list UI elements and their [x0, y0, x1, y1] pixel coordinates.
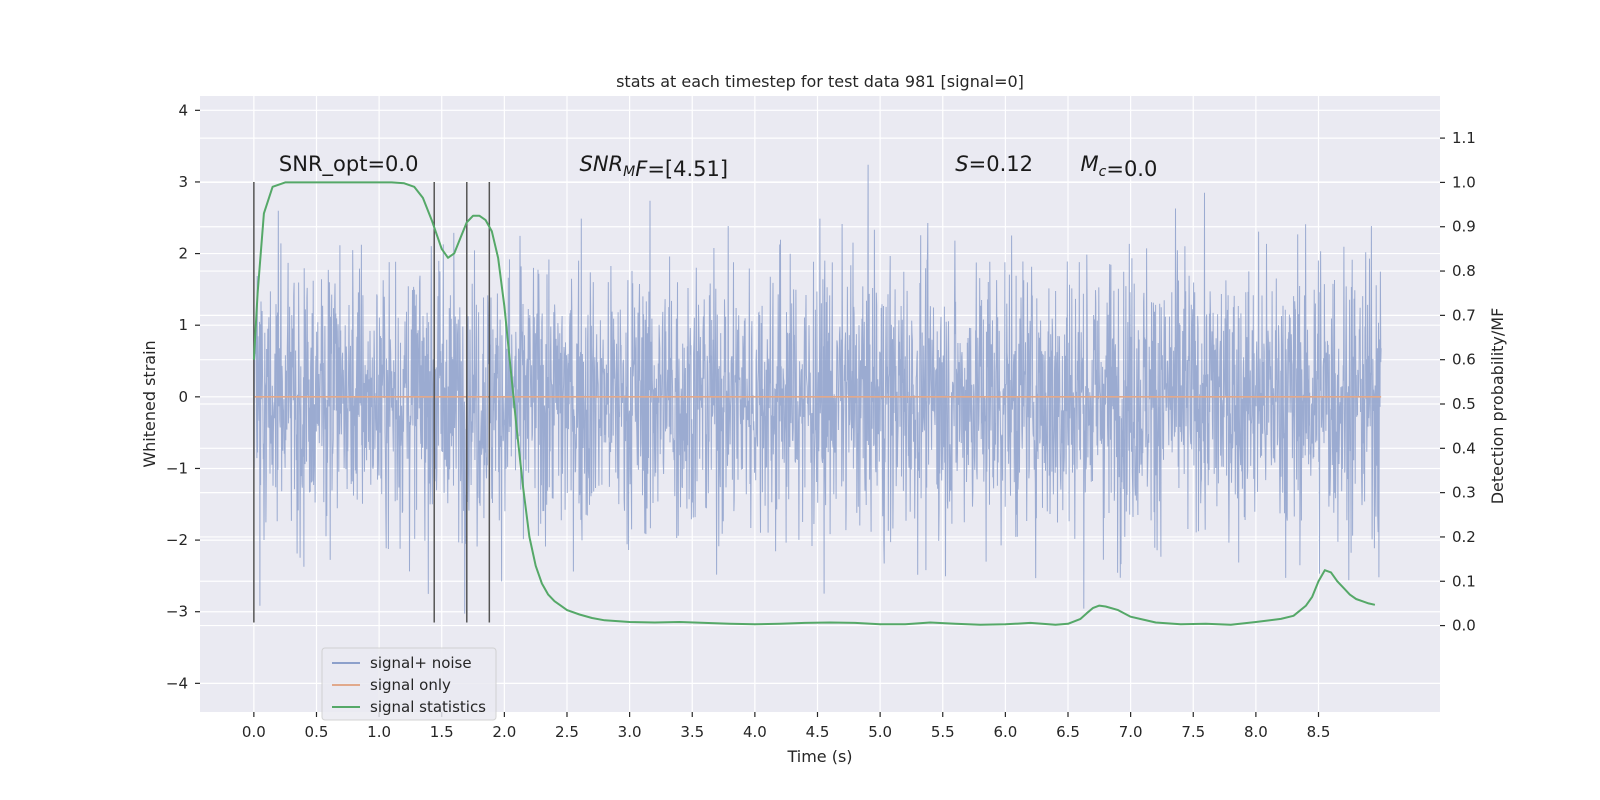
- legend-box: [321, 647, 497, 721]
- x-tick-label: 3.0: [618, 723, 642, 741]
- y-tick-label: 2: [178, 245, 188, 263]
- legend: signal+ noise signal only signal statistic…: [321, 647, 497, 721]
- x-tick-label: 4.0: [743, 723, 767, 741]
- y2-tick-label: 0.7: [1452, 306, 1476, 324]
- x-tick-label: 8.0: [1244, 723, 1268, 741]
- y-tick-label: 3: [178, 173, 188, 191]
- annotation: S=0.12: [955, 152, 1033, 176]
- signal-statistics-line: [252, 181, 1376, 626]
- signal-plus-noise-series: [253, 164, 1382, 614]
- y2-tick-label: 0.5: [1452, 395, 1476, 413]
- y-tick-label: −1: [166, 459, 188, 477]
- y2-tick-label: 0.0: [1452, 617, 1476, 635]
- y-tick-label: 0: [178, 388, 188, 406]
- x-axis: 0.0 0.5 1.0 1.5 2.0 2.5 3.0 3.5 4.0 4.5 5.0 5.5 6.0 6…: [242, 712, 1331, 741]
- vertical-markers: [253, 181, 491, 623]
- y2-tick-label: 0.4: [1452, 439, 1476, 457]
- y2-axis-label: Detection probability/MF: [1488, 308, 1507, 505]
- x-tick-label: 4.5: [806, 723, 830, 741]
- y2-tick-label: 0.1: [1452, 572, 1476, 590]
- chart-title: stats at each timestep for test data 981…: [616, 72, 1024, 91]
- legend-entry: signal only: [370, 676, 451, 694]
- y-tick-label: 1: [178, 316, 188, 334]
- signal-statistics-series: [252, 181, 1376, 626]
- x-tick-label: 0.5: [305, 723, 329, 741]
- y2-tick-label: 0.6: [1452, 351, 1476, 369]
- x-tick-label: 2.0: [492, 723, 516, 741]
- annotation: SNR_opt=0.0: [279, 152, 419, 177]
- x-tick-label: 7.0: [1119, 723, 1143, 741]
- x-tick-label: 5.0: [868, 723, 892, 741]
- x-tick-label: 8.5: [1307, 723, 1331, 741]
- y2-tick-label: 1.1: [1452, 129, 1476, 147]
- legend-entry: signal+ noise: [370, 654, 472, 672]
- signal-plus-noise-line: [253, 164, 1382, 614]
- y-axis-label: Whitened strain: [140, 340, 159, 467]
- x-tick-label: 1.5: [430, 723, 454, 741]
- x-tick-label: 7.5: [1181, 723, 1205, 741]
- y2-tick-label: 0.8: [1452, 262, 1476, 280]
- x-tick-label: 2.5: [555, 723, 579, 741]
- legend-entry: signal statistics: [370, 698, 486, 716]
- x-tick-label: 6.0: [993, 723, 1017, 741]
- y2-tick-label: 1.0: [1452, 173, 1476, 191]
- y-axis-right: 0.0 0.1 0.2 0.3 0.4 0.5 0.6 0.7 0.8 0.9 1.0 1.1: [1440, 129, 1476, 635]
- x-tick-label: 0.0: [242, 723, 266, 741]
- annotations: SNR_opt=0.0 SNRMF=[4.51] S=0.12 Mc=0.0: [279, 152, 1157, 181]
- x-tick-label: 6.5: [1056, 723, 1080, 741]
- x-tick-label: 1.0: [367, 723, 391, 741]
- y-tick-label: −3: [166, 603, 188, 621]
- y2-tick-label: 0.3: [1452, 484, 1476, 502]
- y2-tick-label: 0.2: [1452, 528, 1476, 546]
- x-tick-label: 5.5: [931, 723, 955, 741]
- y-axis-left: −4 −3 −2 −1 0 1 2 3 4: [166, 101, 200, 692]
- annotation: SNRMF=[4.51]: [580, 152, 729, 181]
- y-tick-label: −4: [166, 674, 188, 692]
- x-tick-label: 3.5: [680, 723, 704, 741]
- y2-tick-label: 0.9: [1452, 218, 1476, 236]
- x-axis-label: Time (s): [786, 747, 852, 766]
- y-tick-label: −2: [166, 531, 188, 549]
- annotation: Mc=0.0: [1081, 152, 1158, 181]
- y-tick-label: 4: [178, 101, 188, 119]
